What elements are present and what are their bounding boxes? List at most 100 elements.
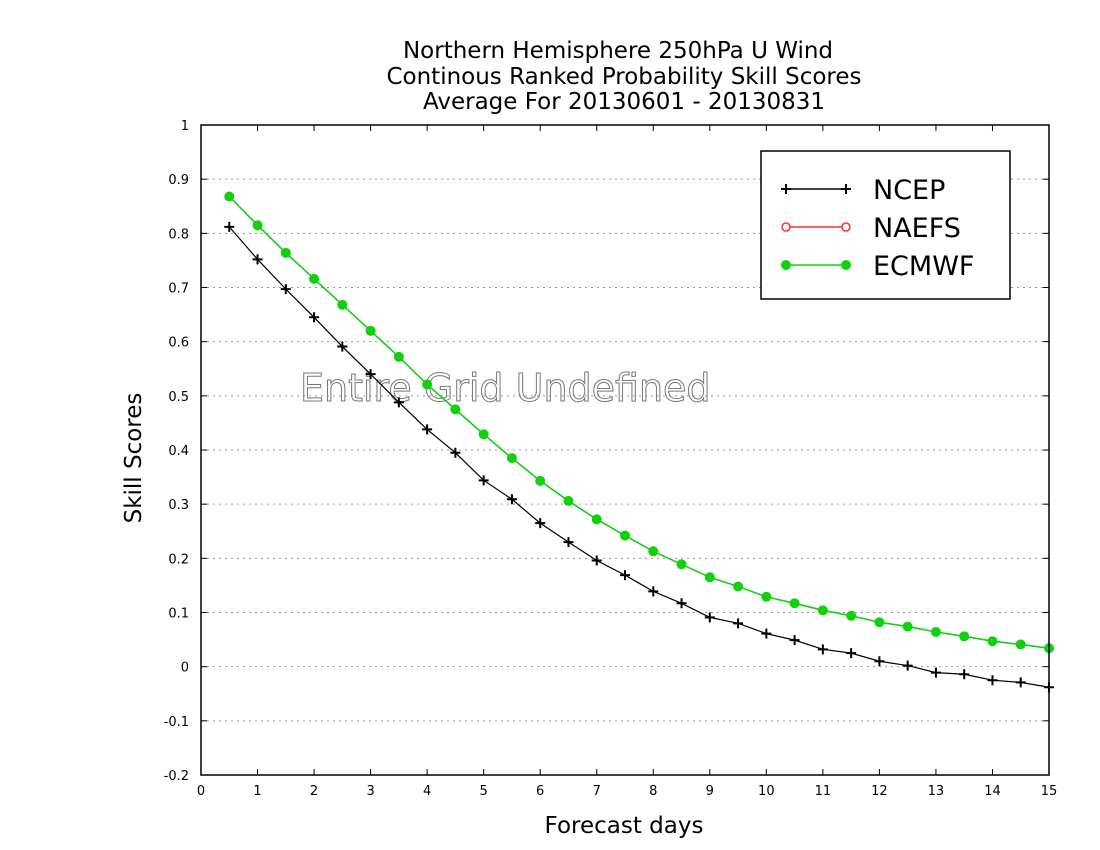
data-point-ecmwf (704, 572, 715, 583)
data-point-ncep (252, 254, 263, 265)
y-tick-label: 1 (181, 119, 189, 134)
legend-label: NCEP (873, 175, 945, 206)
data-point-ncep (506, 494, 517, 505)
data-point-ncep (789, 635, 800, 646)
y-tick-label: 0.3 (168, 498, 189, 513)
data-point-ncep (450, 447, 461, 458)
chart-title-line-1: Northern Hemisphere 250hPa U Wind (403, 38, 833, 64)
data-point-ecmwf (789, 598, 800, 609)
legend-item-naefs: NAEFS (781, 213, 961, 244)
legend-label: NAEFS (873, 213, 961, 244)
y-tick-label: -0.1 (164, 715, 189, 730)
annotation-text: Entire Grid Undefined (300, 366, 711, 410)
legend-item-ncep: NCEP (781, 175, 945, 206)
data-point-ecmwf (450, 404, 461, 415)
x-tick-label: 3 (366, 784, 374, 799)
data-point-ncep (846, 648, 857, 659)
legend-box (760, 150, 1011, 300)
y-tick-label: 0.1 (168, 607, 189, 622)
legend-swatch-marker (841, 184, 851, 194)
y-tick-label: 0.9 (168, 173, 189, 188)
x-tick-label: 4 (423, 784, 431, 799)
x-tick-label: 15 (1041, 784, 1058, 799)
data-point-ecmwf (309, 273, 320, 284)
data-point-ecmwf (846, 610, 857, 621)
data-point-ecmwf (591, 514, 602, 525)
data-point-ncep (591, 555, 602, 566)
x-tick-label: 8 (649, 784, 657, 799)
data-point-ecmwf (365, 325, 376, 336)
data-point-ecmwf (280, 247, 291, 258)
data-point-ecmwf (648, 546, 659, 557)
legend-label: ECMWF (873, 251, 974, 282)
data-point-ncep (959, 669, 970, 680)
chart-title-line-3: Average For 20130601 - 20130831 (423, 89, 825, 115)
x-tick-label: 13 (928, 784, 945, 799)
x-tick-label: 2 (310, 784, 318, 799)
legend-swatch-marker (781, 184, 791, 194)
series-line-ncep (228, 226, 1050, 688)
data-point-ncep (704, 612, 715, 623)
data-point-ecmwf (563, 495, 574, 506)
data-point-ncep (535, 518, 546, 529)
data-point-ncep (676, 598, 687, 609)
data-point-ecmwf (959, 631, 970, 642)
data-point-ecmwf (620, 530, 630, 541)
data-point-ncep (393, 397, 404, 408)
data-point-ncep (309, 312, 320, 323)
x-tick-label: 6 (536, 784, 544, 799)
series-layer (224, 191, 1054, 693)
legend-swatch-marker (781, 260, 791, 270)
data-point-ncep (648, 586, 659, 597)
axis-ticks: -0.2-0.100.10.20.30.40.50.60.70.80.910 1 2… (164, 119, 1058, 799)
x-tick-label: 7 (593, 784, 601, 799)
data-point-ecmwf (224, 191, 235, 202)
data-point-ncep (930, 667, 941, 678)
data-point-ecmwf (535, 475, 546, 486)
x-tick-label: 0 (197, 784, 205, 799)
data-point-ncep (478, 475, 489, 486)
data-point-ncep (563, 537, 574, 548)
y-tick-label: 0.7 (168, 282, 189, 297)
data-point-ecmwf (393, 351, 404, 362)
x-tick-label: 5 (480, 784, 488, 799)
x-tick-label: 1 (253, 784, 261, 799)
y-tick-label: 0 (181, 661, 189, 676)
data-point-ecmwf (733, 581, 744, 592)
legend-swatch-marker (841, 260, 851, 270)
data-point-ncep (733, 618, 744, 629)
x-tick-label: 10 (758, 784, 775, 799)
data-point-ecmwf (252, 220, 263, 231)
data-point-ecmwf (902, 621, 913, 632)
y-tick-label: 0.8 (168, 227, 189, 242)
x-tick-label: 11 (815, 784, 832, 799)
y-tick-label: 0.6 (168, 336, 189, 351)
data-point-ecmwf (874, 617, 885, 628)
x-axis-label: Forecast days (545, 813, 704, 839)
series-ecmwf (224, 191, 1054, 654)
data-point-ecmwf (761, 591, 772, 602)
data-point-ecmwf (337, 299, 348, 310)
data-point-ecmwf (478, 429, 489, 440)
chart-title-line-2: Continous Ranked Probability Skill Score… (386, 64, 861, 90)
data-point-ecmwf (506, 453, 517, 464)
legend: NCEP NAEFS ECMWF (760, 150, 1011, 300)
data-point-ecmwf (422, 379, 433, 390)
data-point-ecmwf (676, 559, 687, 570)
y-tick-label: 0.4 (168, 444, 189, 459)
x-tick-label: 9 (706, 784, 714, 799)
data-point-ecmwf (930, 627, 941, 637)
data-point-ncep (620, 570, 630, 581)
y-tick-label: -0.2 (164, 769, 189, 784)
x-tick-label: 12 (871, 784, 888, 799)
data-point-ncep (1015, 677, 1026, 688)
legend-item-ecmwf: ECMWF (781, 251, 974, 282)
data-point-ecmwf (987, 636, 998, 647)
data-point-ncep (337, 341, 348, 352)
data-point-ncep (874, 656, 885, 667)
data-point-ncep (422, 424, 433, 435)
y-axis-label: Skill Scores (121, 393, 147, 524)
y-tick-label: 0.5 (168, 390, 189, 405)
